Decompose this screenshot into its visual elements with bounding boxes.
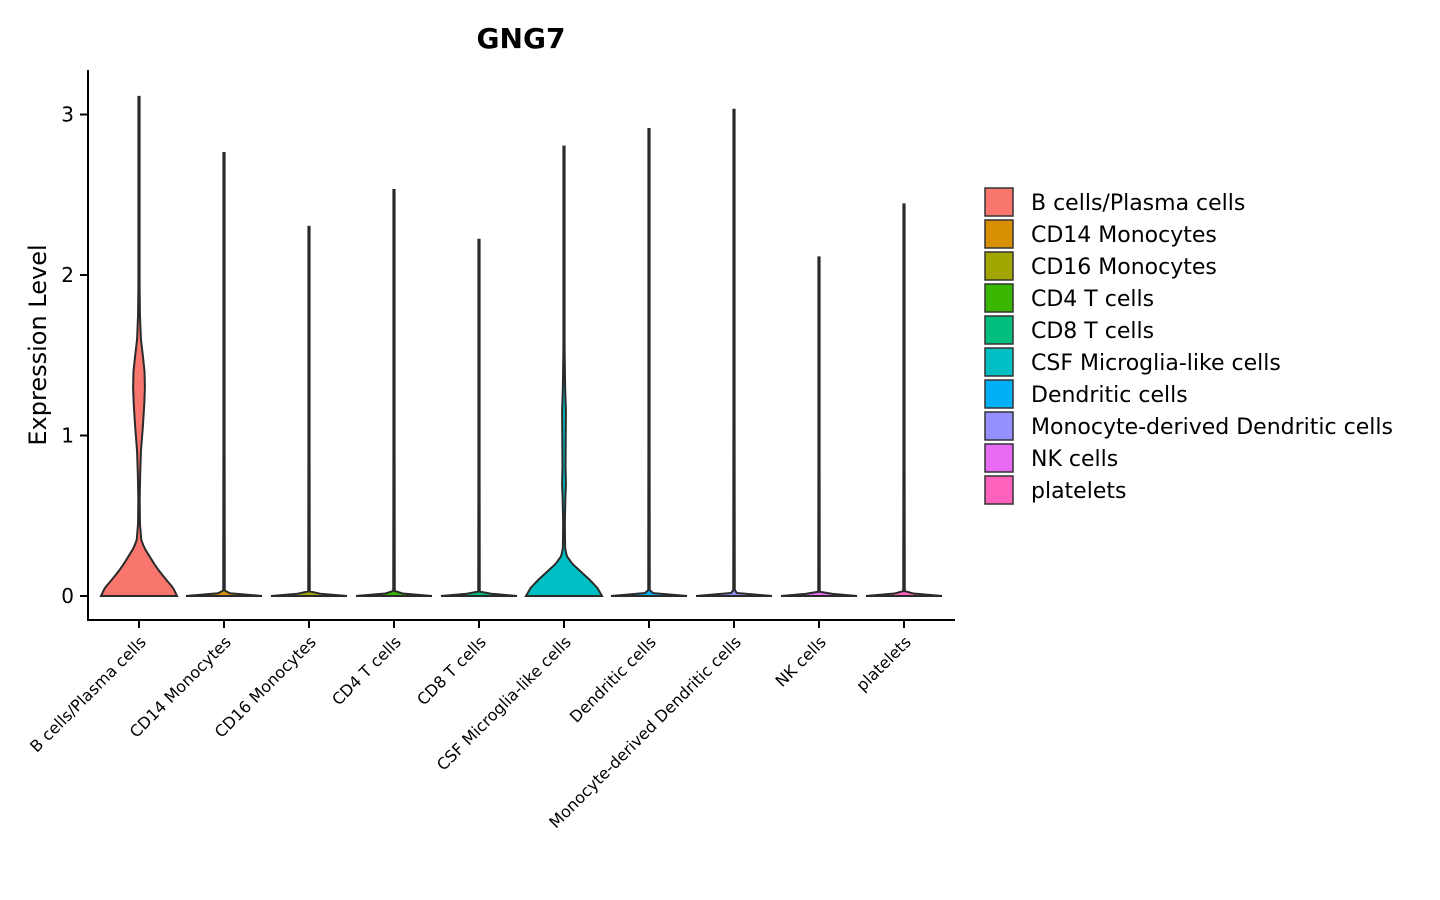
x-tick-label: B cells/Plasma cells xyxy=(26,632,150,756)
legend: B cells/Plasma cells CD14 Monocytes CD16 M… xyxy=(984,187,1393,505)
violin-8 xyxy=(780,256,858,597)
legend-label: Monocyte-derived Dendritic cells xyxy=(1031,415,1393,440)
x-tick-label: NK cells xyxy=(772,632,830,690)
x-tick-label: CD4 T cells xyxy=(328,632,405,709)
legend-key xyxy=(984,443,1014,473)
x-tick-label: CD8 T cells xyxy=(413,632,490,709)
violin-6 xyxy=(610,127,688,597)
legend-key xyxy=(984,411,1014,441)
violin-5 xyxy=(524,145,604,597)
legend-key xyxy=(984,187,1014,217)
legend-label: Dendritic cells xyxy=(1031,383,1188,408)
chart-title: GNG7 xyxy=(477,22,566,55)
y-tick-label: 2 xyxy=(61,263,74,287)
legend-key xyxy=(984,219,1014,249)
legend-label: CD4 T cells xyxy=(1031,287,1154,312)
legend-label: CD8 T cells xyxy=(1031,319,1154,344)
violin-0 xyxy=(99,95,179,597)
violin-9 xyxy=(865,203,943,597)
legend-key xyxy=(984,475,1014,505)
y-ticks: 0 1 2 3 xyxy=(61,103,88,608)
y-tick-label: 1 xyxy=(61,424,74,448)
y-axis-label: Expression Level xyxy=(24,244,52,445)
violin-7 xyxy=(695,108,773,597)
y-tick-label: 0 xyxy=(61,584,74,608)
legend-label: platelets xyxy=(1031,479,1126,504)
x-tick-label: Monocyte-derived Dendritic cells xyxy=(545,632,745,832)
legend-key xyxy=(984,315,1014,345)
y-tick-label: 3 xyxy=(61,103,74,127)
plot-area xyxy=(99,95,943,597)
violin-3 xyxy=(355,188,433,597)
violin-2 xyxy=(270,225,348,597)
legend-key xyxy=(984,347,1014,377)
x-tick-label: platelets xyxy=(852,632,915,695)
legend-key xyxy=(984,379,1014,409)
legend-label: CD14 Monocytes xyxy=(1031,223,1217,248)
violin-4 xyxy=(440,238,518,597)
legend-label: CSF Microglia-like cells xyxy=(1031,351,1281,376)
violin-1 xyxy=(185,152,263,597)
legend-label: NK cells xyxy=(1031,447,1118,472)
legend-label: CD16 Monocytes xyxy=(1031,255,1217,280)
legend-key xyxy=(984,251,1014,281)
legend-key xyxy=(984,283,1014,313)
legend-label: B cells/Plasma cells xyxy=(1031,191,1245,216)
x-tick-label: Dendritic cells xyxy=(566,632,660,726)
